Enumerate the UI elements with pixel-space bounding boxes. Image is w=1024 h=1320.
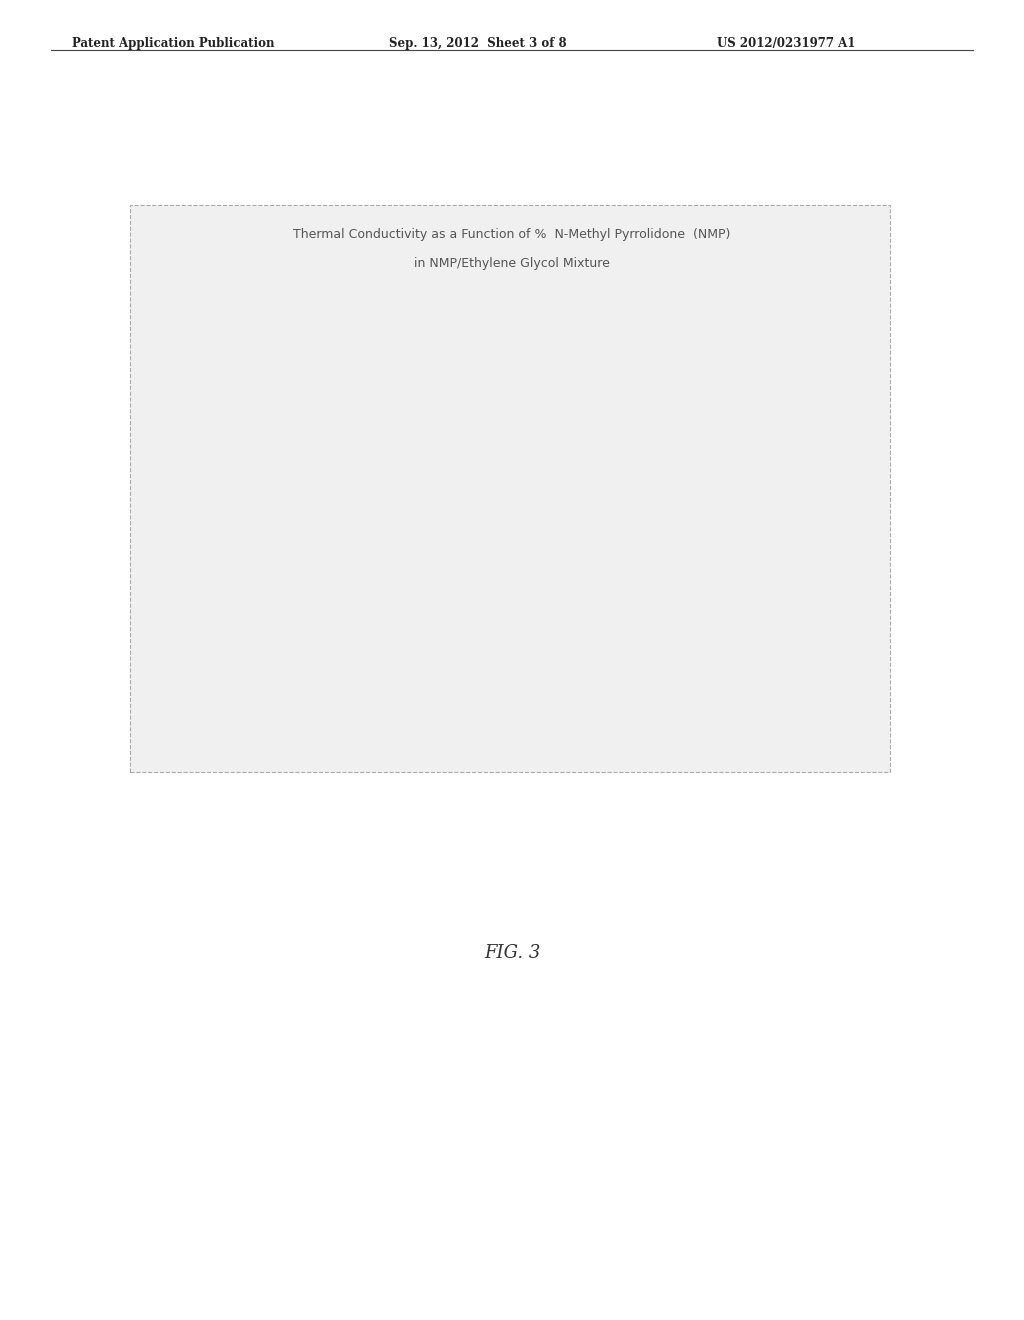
X-axis label: % N-Methyl-2-Pyrrolidone: % N-Methyl-2-Pyrrolidone — [477, 725, 620, 734]
Text: Patent Application Publication: Patent Application Publication — [72, 37, 274, 50]
Text: Thermal Conductivity as a Function of %  N-Methyl Pyrrolidone  (NMP): Thermal Conductivity as a Function of % … — [293, 228, 731, 242]
Text: FIG. 3: FIG. 3 — [483, 944, 541, 962]
Text: US 2012/0231977 A1: US 2012/0231977 A1 — [717, 37, 855, 50]
Text: Sep. 13, 2012  Sheet 3 of 8: Sep. 13, 2012 Sheet 3 of 8 — [389, 37, 566, 50]
Y-axis label: Thermal Conductivity (k; BTU/HrFt°F): Thermal Conductivity (k; BTU/HrFt°F) — [181, 408, 191, 615]
Text: in NMP/Ethylene Glycol Mixture: in NMP/Ethylene Glycol Mixture — [414, 257, 610, 271]
